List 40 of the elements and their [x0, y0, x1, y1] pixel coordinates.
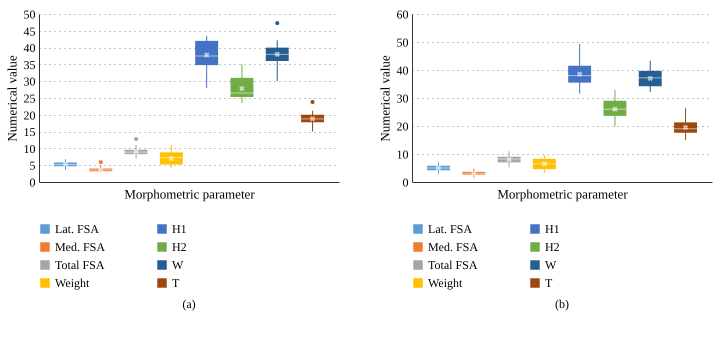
y-tick-label: 40	[396, 64, 408, 78]
y-tick-label: 50	[24, 8, 36, 22]
x-axis-title: Morphometric parameter	[124, 186, 256, 202]
y-axis-title: Numerical value	[378, 55, 392, 142]
y-axis-title: Numerical value	[4, 55, 20, 142]
y-tick-label: 30	[24, 74, 36, 89]
y-tick-label: 60	[396, 8, 408, 22]
y-tick-label: 0	[402, 176, 408, 190]
y-tick-label: 10	[396, 148, 408, 162]
y-tick-label: 30	[396, 92, 408, 106]
text: (a)	[182, 297, 196, 311]
y-tick-label: 20	[24, 108, 36, 122]
x-axis-title: Morphometric parameter	[497, 186, 628, 202]
legend-label: H1	[545, 222, 560, 236]
legend-label: W	[172, 258, 184, 272]
legend-label: Weight	[55, 276, 90, 290]
legend-label: T	[172, 276, 180, 290]
legend-label: W	[545, 258, 557, 272]
y-tick-label: 0	[30, 176, 36, 190]
legend-label: Med. FSA	[428, 240, 478, 254]
y-tick-label: 50	[396, 36, 408, 50]
legend-label: H2	[545, 240, 560, 254]
y-tick-label: 10	[24, 142, 36, 156]
legend-label: Lat. FSA	[428, 222, 472, 236]
legend-label: Lat. FSA	[55, 222, 100, 236]
legend-label: Total FSA	[428, 258, 478, 272]
y-tick-label: 35	[24, 58, 36, 72]
legend-label: H1	[172, 222, 187, 236]
legend-label: H2	[172, 240, 187, 254]
y-tick-label: 5	[30, 158, 36, 173]
text: (b)	[555, 297, 569, 311]
y-tick-label: 40	[24, 41, 36, 56]
legend-label: Med. FSA	[55, 240, 106, 254]
y-tick-label: 25	[24, 92, 36, 106]
y-tick-label: 15	[24, 125, 36, 140]
legend-label: Total FSA	[55, 258, 105, 272]
legend-label: Weight	[428, 276, 464, 290]
legend-label: T	[545, 276, 553, 290]
y-tick-label: 20	[396, 120, 408, 134]
y-tick-label: 45	[24, 24, 36, 38]
